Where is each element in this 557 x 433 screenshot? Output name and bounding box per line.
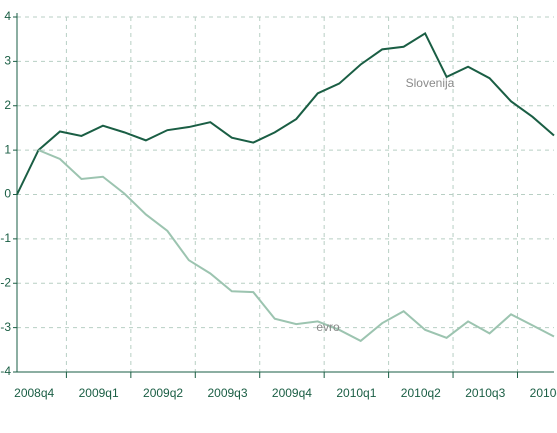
x-tick-label: 2009q1	[79, 386, 119, 400]
y-tick-label: -1	[0, 231, 11, 245]
y-tick-label: -2	[0, 275, 11, 289]
x-tick-label: 2008q4	[14, 386, 54, 400]
y-tick-label: -4	[0, 364, 11, 378]
x-tick-label: 2009q2	[143, 386, 183, 400]
x-tick-label: 2010q1	[336, 386, 376, 400]
series-label: evro	[316, 320, 340, 334]
y-tick-label: 4	[4, 9, 11, 23]
y-tick-label: 3	[4, 54, 11, 68]
series-line	[38, 149, 555, 343]
series-line	[16, 31, 555, 195]
x-tick-label: 2010q4	[530, 386, 557, 400]
y-tick-label: -3	[0, 320, 11, 334]
series-label: Slovenija	[406, 76, 455, 90]
y-tick-label: 2	[4, 98, 11, 112]
y-tick-label: 1	[4, 142, 11, 156]
x-tick-label: 2010q3	[465, 386, 505, 400]
x-tick-label: 2009q4	[272, 386, 312, 400]
y-tick-label: 0	[4, 187, 11, 201]
x-tick-label: 2010q2	[401, 386, 441, 400]
x-tick-label: 2009q3	[207, 386, 247, 400]
